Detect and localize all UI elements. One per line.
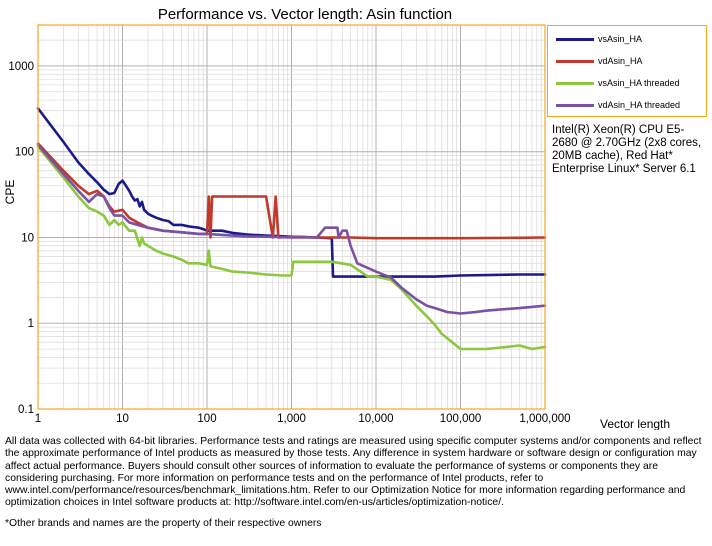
legend: vsAsin_HA vdAsin_HA vsAsin_HA threaded v… bbox=[547, 25, 707, 117]
legend-label: vsAsin_HA bbox=[598, 34, 643, 44]
series-line-vdasin-ha-threaded bbox=[36, 143, 547, 315]
legend-label: vsAsin_HA threaded bbox=[598, 78, 680, 88]
x-tick-label: 1 bbox=[35, 413, 41, 425]
cpu-annotation: Intel(R) Xeon(R) CPU E5-2680 @ 2.70GHz (… bbox=[552, 124, 702, 175]
x-tick-label: 10,000 bbox=[358, 413, 393, 425]
x-tick-label: 100,000 bbox=[440, 413, 482, 425]
y-tick-label: 1 bbox=[28, 318, 34, 330]
x-axis-label: Vector length bbox=[600, 417, 670, 430]
legend-swatch bbox=[556, 38, 594, 41]
legend-swatch bbox=[556, 60, 594, 63]
legend-label: vdAsin_HA bbox=[598, 56, 643, 66]
x-tick-label: 10 bbox=[116, 413, 129, 425]
y-tick-label: 1000 bbox=[8, 61, 34, 73]
x-tick-label: 1,000,000 bbox=[519, 413, 570, 425]
grid bbox=[37, 24, 545, 410]
footnote-text: *Other brands and names are the property… bbox=[5, 518, 322, 529]
legend-swatch bbox=[556, 104, 594, 107]
legend-swatch bbox=[556, 82, 594, 85]
legend-label: vdAsin_HA threaded bbox=[598, 100, 681, 110]
chart-title: Performance vs. Vector length: Asin func… bbox=[158, 6, 452, 23]
x-tick-label: 100 bbox=[197, 413, 216, 425]
plot-frame bbox=[37, 24, 546, 410]
x-tick-label: 1,000 bbox=[277, 413, 306, 425]
y-tick-label: 0.1 bbox=[18, 404, 34, 416]
series-line-vsasin-ha-threaded bbox=[36, 145, 547, 351]
tick-labels: 1 10 100 1,000 10,000 100,000 1,000,0000.11101… bbox=[8, 61, 570, 425]
chart: Performance vs. Vector length: Asin func… bbox=[3, 6, 670, 430]
y-axis-label: CPE bbox=[3, 180, 17, 205]
y-tick-label: 10 bbox=[21, 232, 34, 244]
disclaimer-text: All data was collected with 64-bit libra… bbox=[5, 436, 702, 509]
y-tick-label: 100 bbox=[15, 147, 34, 159]
series-lines bbox=[36, 107, 547, 351]
